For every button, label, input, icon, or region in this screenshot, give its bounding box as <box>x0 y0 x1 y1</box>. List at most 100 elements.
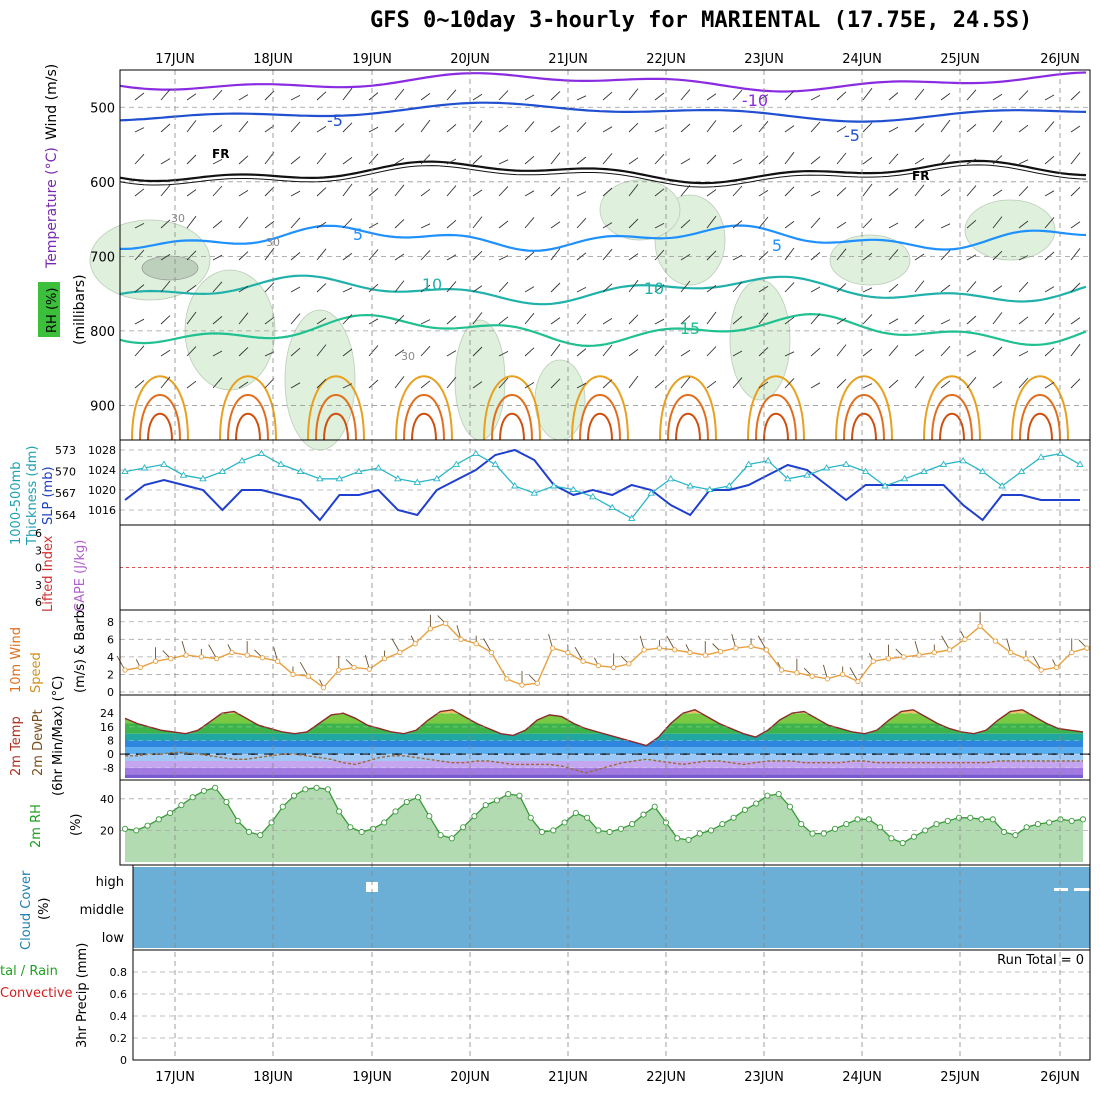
rh-point <box>167 809 174 817</box>
wind-barb <box>1044 286 1055 293</box>
rh-point <box>617 825 624 832</box>
temperature-isoline <box>119 274 1087 306</box>
wind-barb <box>238 312 249 325</box>
temperature-isoline <box>763 412 789 441</box>
wind-barb <box>732 254 743 261</box>
wind-barb <box>914 280 925 293</box>
axis-label-pressure: (millibars) <box>72 274 88 345</box>
temp-band <box>125 767 1083 775</box>
wind-barb <box>498 255 509 261</box>
temp-band <box>125 723 1083 734</box>
wind-barb <box>836 152 847 165</box>
wind-speed-point <box>778 667 785 673</box>
temperature-isoline <box>403 394 445 441</box>
temperature-isoline <box>835 375 893 441</box>
temp-band <box>125 747 1083 755</box>
date-label-bottom: 21JUN <box>548 1070 588 1085</box>
wind-barb <box>966 185 977 197</box>
wind-barb <box>238 190 249 197</box>
thickness-point <box>569 485 578 493</box>
precip-tick-label: 0.4 <box>110 1010 128 1023</box>
wind-barb <box>888 153 899 165</box>
wind-barb <box>576 382 587 389</box>
wind-barb <box>784 186 795 197</box>
wind-barb <box>498 316 509 325</box>
thickness-point <box>1037 453 1045 460</box>
wind-barb <box>784 125 795 133</box>
wind-barb <box>1070 282 1081 293</box>
wind-barb <box>706 250 717 261</box>
wind-barb <box>862 87 873 101</box>
rh-point <box>685 836 692 843</box>
rh-point <box>708 827 715 834</box>
wind-barb <box>628 314 639 325</box>
date-label-bottom: 20JUN <box>450 1070 490 1085</box>
temperature-isoline <box>147 412 173 441</box>
pressure-tick-label: 600 <box>90 176 115 191</box>
rh-point <box>279 803 286 810</box>
wind-barb <box>914 123 925 133</box>
wind-speed-point <box>213 655 220 662</box>
thickness-point <box>666 474 675 482</box>
wind-barb <box>238 251 249 261</box>
wind-barb <box>290 156 301 165</box>
wind-barb <box>342 252 353 261</box>
wind-barb <box>574 647 584 662</box>
wind-barb <box>186 93 197 101</box>
rh-point <box>437 832 444 839</box>
wind-barb <box>1070 186 1081 197</box>
wind-barb <box>446 281 457 293</box>
wind-barb <box>576 313 587 325</box>
wind-barb <box>758 347 769 357</box>
wind-barb <box>784 151 795 165</box>
wind-barb <box>732 185 743 197</box>
wind-barb <box>550 221 561 229</box>
wind-barb <box>342 348 353 357</box>
wind-barb <box>940 345 951 357</box>
wind-speed-point <box>137 664 143 671</box>
rh-point <box>775 791 782 798</box>
axis-label-precip-total: tal / Rain <box>0 964 58 979</box>
wind-speed-point <box>305 673 311 679</box>
thickness-point <box>608 503 617 511</box>
wind-speed-point <box>809 673 815 679</box>
wind-barb <box>680 349 691 357</box>
wind-barb <box>316 344 327 357</box>
rh-point <box>877 824 884 831</box>
rh-point <box>606 828 613 836</box>
wind-barb <box>992 312 1003 325</box>
wind-barb <box>160 89 171 101</box>
rh-point <box>1023 824 1030 831</box>
wind-barb <box>849 667 859 682</box>
rh-point <box>831 825 839 832</box>
wind-barb <box>862 314 873 325</box>
wind-speed-point <box>504 676 510 682</box>
rh-region <box>141 255 199 281</box>
temp-tick-label: 16 <box>100 721 114 734</box>
wind-barb <box>1070 317 1081 325</box>
wind-speed-point <box>1038 667 1044 673</box>
date-label-bottom: 23JUN <box>744 1070 784 1085</box>
thickness-point <box>335 474 344 482</box>
temperature-isoline <box>667 394 709 441</box>
wind-barb <box>862 122 873 133</box>
wind-barb <box>446 219 457 229</box>
wind-barb <box>1070 152 1081 165</box>
axis-label-temp: 2m Temp <box>9 716 24 776</box>
wind-barb <box>186 250 197 261</box>
thickness-point <box>277 460 285 467</box>
wind-barb <box>1018 281 1029 293</box>
wind-barb <box>264 378 275 389</box>
date-label-top: 17JUN <box>155 52 195 67</box>
precip-tick-label: 0 <box>120 1054 127 1067</box>
thickness-point <box>647 489 656 496</box>
wind-barb <box>576 191 587 197</box>
wind-barb <box>116 655 126 671</box>
wind-barb <box>1044 155 1055 165</box>
date-label-bottom: 24JUN <box>842 1070 882 1085</box>
wind-barb <box>602 153 613 165</box>
wind-barb <box>810 252 821 261</box>
wind-barb <box>368 153 379 165</box>
rh-point <box>313 784 320 791</box>
wind-barb <box>1044 190 1055 197</box>
